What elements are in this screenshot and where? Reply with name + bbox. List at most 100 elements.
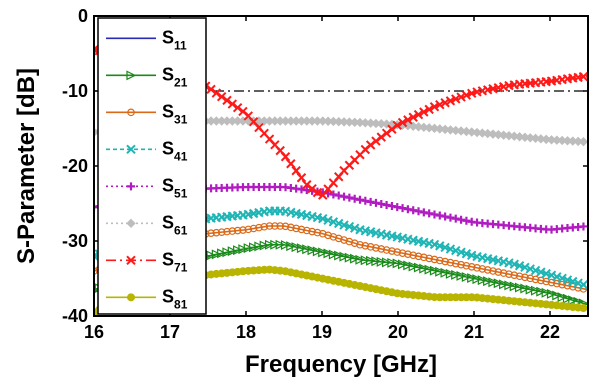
legend-box bbox=[97, 17, 207, 315]
marker-s31 bbox=[425, 254, 433, 263]
marker-s21 bbox=[334, 250, 345, 261]
marker-s71 bbox=[461, 90, 472, 100]
series-s71 bbox=[94, 45, 588, 200]
legend-entry-s11: S11 bbox=[106, 27, 187, 52]
marker-s31 bbox=[377, 245, 386, 253]
marker-s31 bbox=[308, 227, 316, 236]
marker-s21 bbox=[546, 288, 557, 299]
marker-s31 bbox=[441, 257, 449, 266]
marker-s71 bbox=[216, 91, 227, 102]
marker-s31 bbox=[494, 268, 503, 276]
marker-s21 bbox=[211, 249, 222, 260]
marker-s71 bbox=[408, 112, 418, 122]
marker-s31 bbox=[404, 250, 412, 259]
marker-s21 bbox=[339, 251, 350, 262]
marker-s31 bbox=[542, 277, 551, 286]
marker-s71 bbox=[578, 71, 588, 82]
marker-s21 bbox=[275, 239, 286, 250]
marker-s41 bbox=[578, 279, 588, 290]
marker-s31 bbox=[313, 228, 322, 237]
marker-s21 bbox=[312, 246, 323, 257]
legend-entry-s71: S71 bbox=[106, 249, 188, 274]
marker-s41 bbox=[573, 278, 583, 288]
marker-s21 bbox=[376, 256, 387, 267]
legend-entry-s31: S31 bbox=[106, 101, 188, 126]
marker-s21 bbox=[419, 263, 430, 274]
y-tick-label: -30 bbox=[62, 231, 88, 251]
marker-s31 bbox=[233, 226, 242, 235]
marker-s81 bbox=[579, 304, 588, 313]
marker-s21 bbox=[222, 247, 233, 258]
marker-s71 bbox=[206, 84, 216, 95]
marker-s31 bbox=[558, 280, 566, 289]
marker-s71 bbox=[392, 120, 402, 131]
marker-s31 bbox=[457, 260, 465, 269]
x-tick-label: 20 bbox=[388, 322, 408, 342]
marker-s41 bbox=[339, 220, 349, 230]
marker-s71 bbox=[286, 159, 296, 169]
marker-s31 bbox=[297, 225, 306, 234]
marker-s21 bbox=[286, 241, 297, 252]
marker-s41 bbox=[440, 242, 450, 253]
marker-s41 bbox=[334, 218, 344, 229]
marker-s41 bbox=[541, 268, 551, 279]
y-tick-label: -40 bbox=[62, 306, 88, 326]
marker-s21 bbox=[477, 275, 488, 286]
marker-s31 bbox=[255, 223, 263, 232]
marker-s21 bbox=[451, 269, 462, 280]
marker-s41 bbox=[568, 276, 578, 287]
marker-s31 bbox=[430, 255, 439, 264]
marker-s31 bbox=[393, 248, 402, 256]
marker-s31 bbox=[409, 251, 418, 260]
marker-s31 bbox=[568, 282, 577, 291]
marker-s21 bbox=[243, 243, 254, 254]
marker-s41 bbox=[536, 267, 546, 277]
legend-marker-s21 bbox=[126, 70, 137, 81]
marker-s21 bbox=[206, 250, 217, 261]
marker-s31 bbox=[505, 270, 513, 278]
marker-s41 bbox=[557, 273, 567, 284]
legend-entry-s21: S21 bbox=[106, 64, 188, 89]
marker-s31 bbox=[302, 226, 311, 235]
x-axis-label: Frequency [GHz] bbox=[245, 351, 437, 378]
marker-s71 bbox=[440, 98, 450, 108]
marker-s21 bbox=[302, 244, 313, 255]
legend-label-s11: S11 bbox=[162, 27, 187, 52]
marker-s21 bbox=[467, 273, 478, 284]
marker-s31 bbox=[382, 246, 391, 254]
marker-s21 bbox=[520, 283, 531, 294]
marker-s41 bbox=[552, 272, 562, 282]
marker-s71 bbox=[291, 166, 301, 176]
marker-s21 bbox=[328, 249, 339, 260]
x-tick-label: 21 bbox=[464, 322, 484, 342]
marker-s21 bbox=[472, 274, 483, 285]
legend-label-s21: S21 bbox=[162, 64, 188, 89]
legend-label-s61: S61 bbox=[162, 212, 188, 237]
marker-s71 bbox=[413, 109, 424, 120]
marker-s21 bbox=[360, 255, 371, 266]
marker-s31 bbox=[287, 223, 295, 232]
marker-s31 bbox=[260, 222, 269, 231]
marker-s31 bbox=[388, 247, 396, 255]
marker-s61 bbox=[578, 137, 588, 147]
marker-s21 bbox=[488, 277, 499, 288]
marker-s41 bbox=[520, 262, 530, 273]
marker-s21 bbox=[264, 239, 275, 250]
marker-s31 bbox=[372, 244, 380, 252]
marker-s71 bbox=[397, 117, 408, 128]
marker-s21 bbox=[483, 276, 494, 287]
marker-s21 bbox=[387, 257, 398, 268]
marker-s31 bbox=[478, 265, 487, 273]
marker-s41 bbox=[344, 221, 355, 232]
marker-s31 bbox=[420, 253, 428, 262]
marker-s21 bbox=[307, 245, 318, 256]
marker-s21 bbox=[270, 239, 281, 250]
legend-entry-s51: S51 bbox=[106, 175, 188, 200]
marker-s71 bbox=[222, 95, 232, 106]
marker-s41 bbox=[451, 245, 461, 256]
legend-marker-s51 bbox=[127, 182, 135, 191]
marker-s21 bbox=[456, 270, 467, 281]
marker-s31 bbox=[212, 228, 221, 237]
marker-s71 bbox=[312, 187, 323, 198]
marker-s21 bbox=[227, 246, 238, 257]
